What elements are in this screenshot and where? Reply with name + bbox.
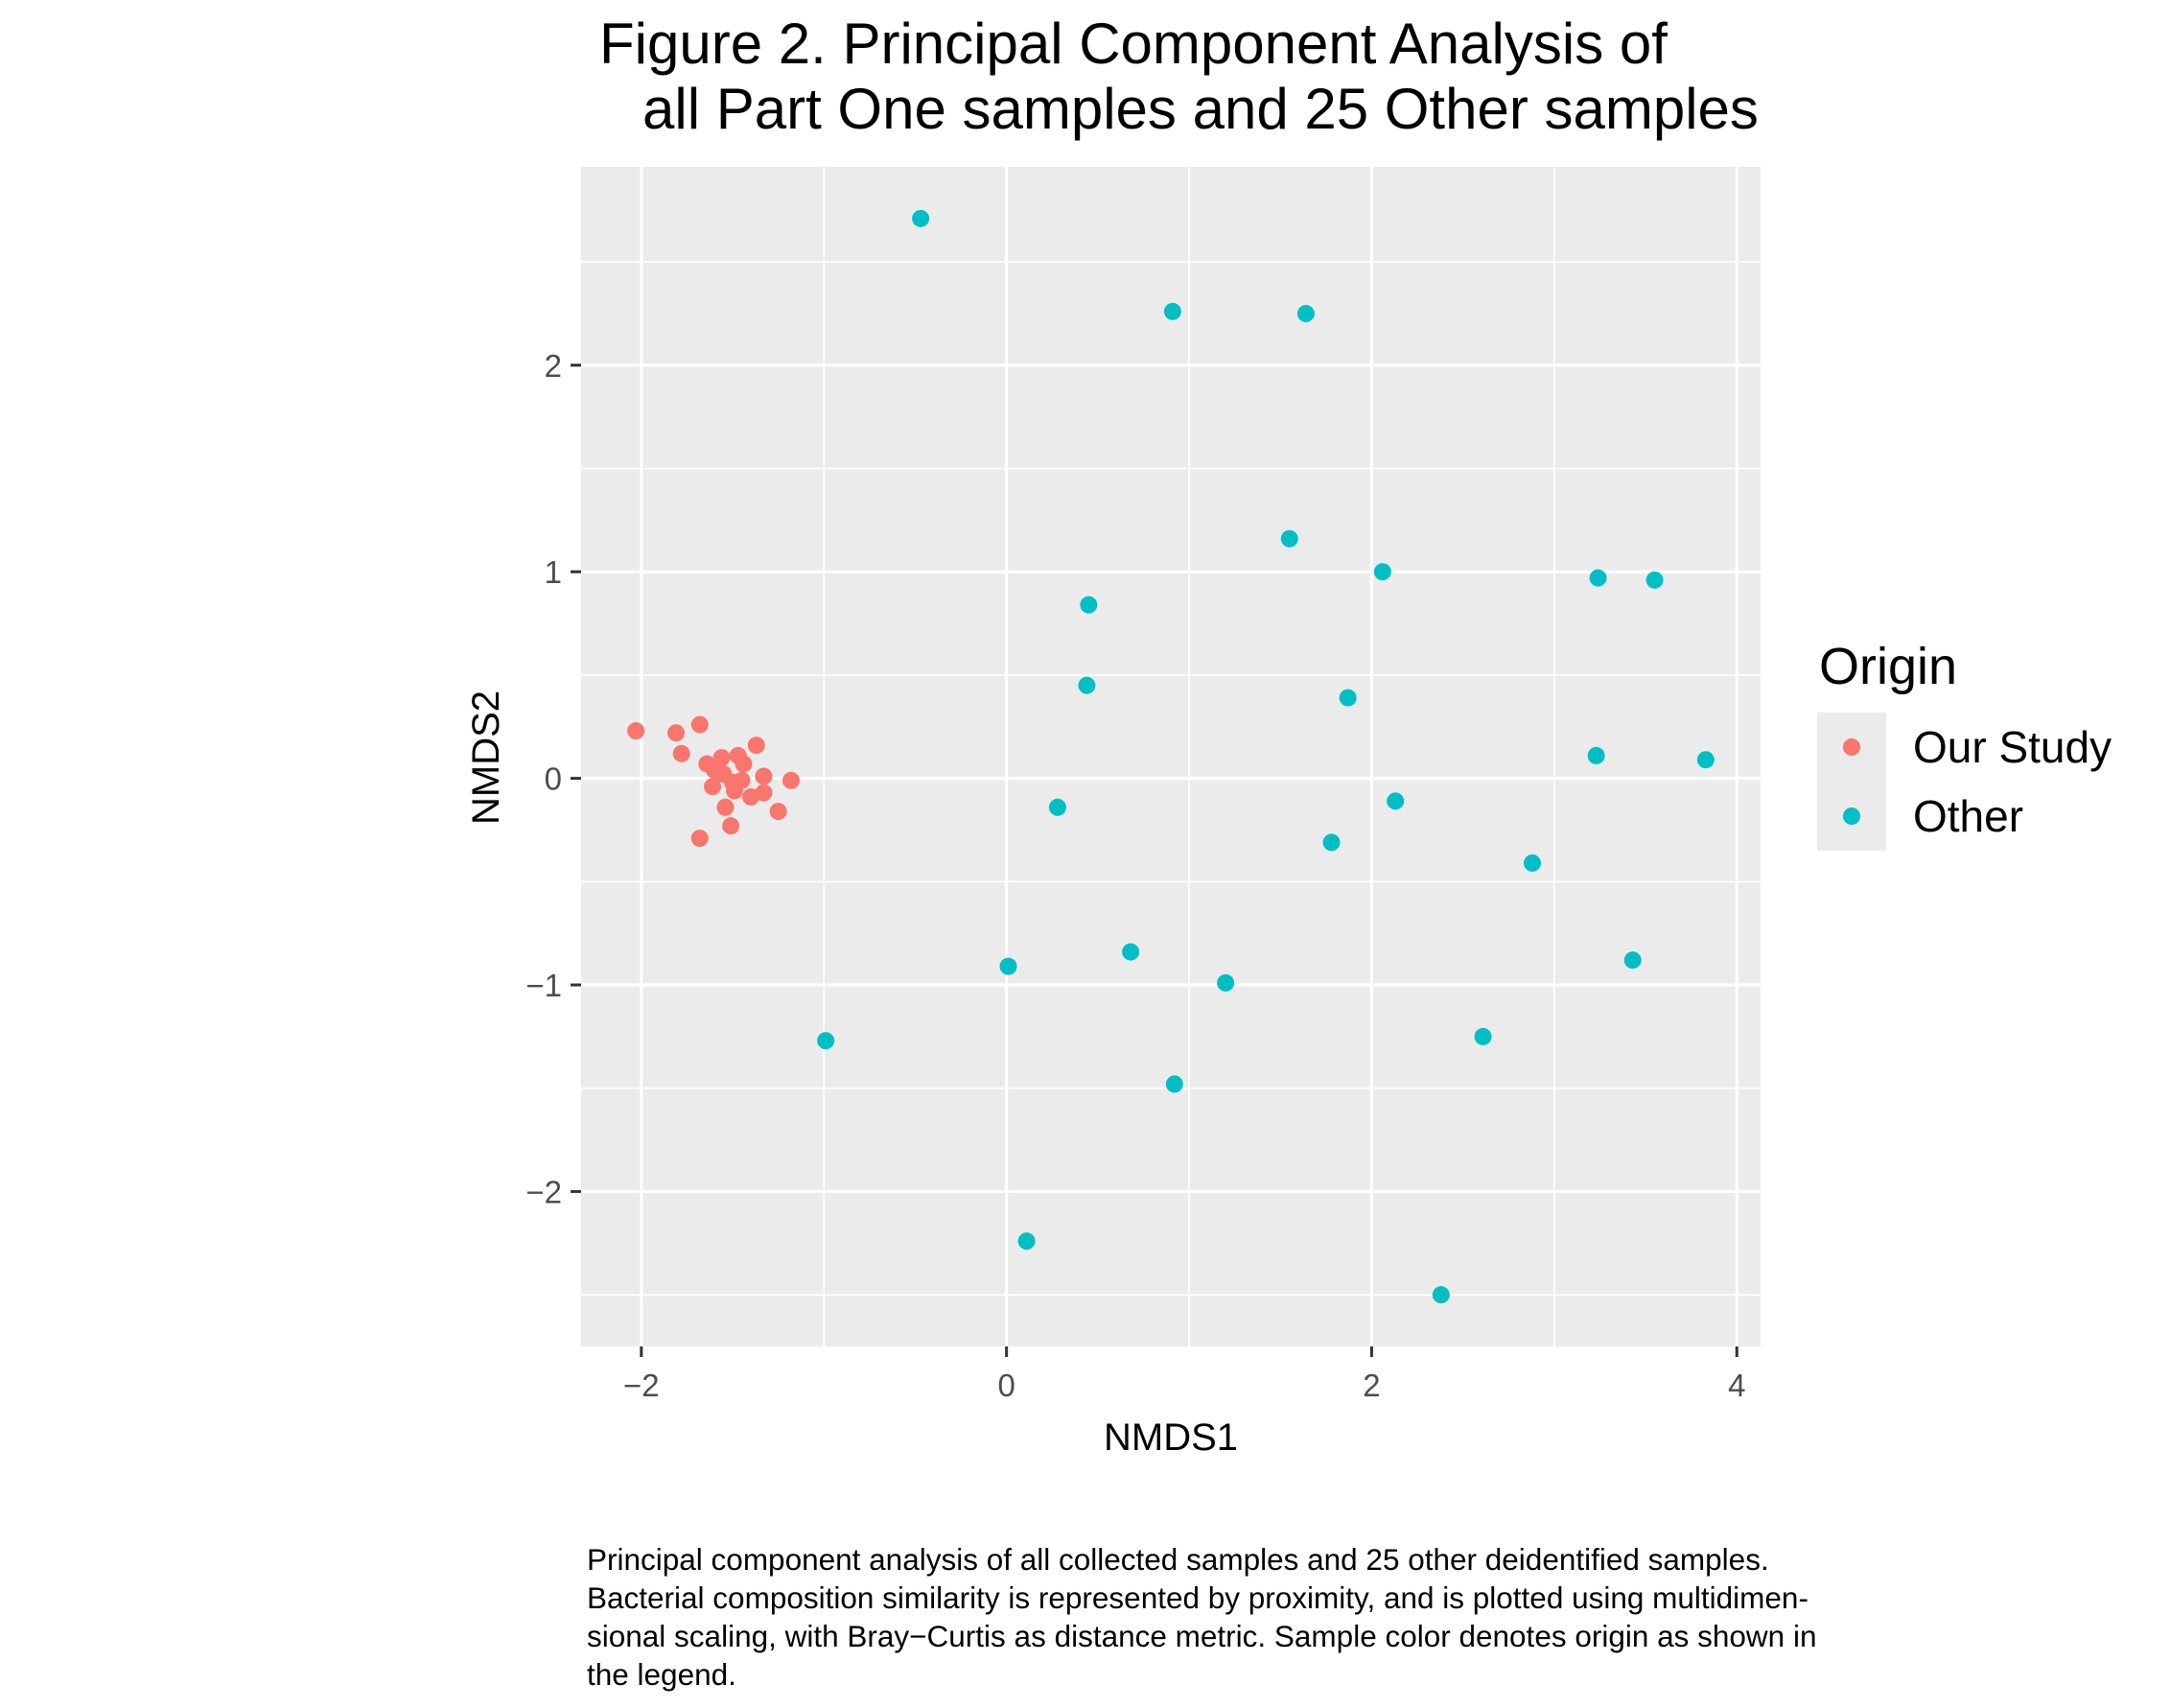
x-tick-label: 2: [1363, 1368, 1380, 1403]
caption-line: Bacterial composition similarity is repr…: [587, 1580, 1808, 1615]
data-point-our-study: [755, 784, 773, 802]
legend-dot-other: [1843, 807, 1860, 825]
data-point-other: [1322, 833, 1341, 852]
data-point-our-study: [782, 771, 800, 789]
minor-gridlines: [581, 167, 1761, 1346]
data-point-our-study: [755, 767, 773, 785]
legend-entry-other: Other: [1817, 782, 2143, 851]
data-point-other: [1122, 943, 1140, 961]
data-point-our-study: [690, 715, 709, 734]
data-point-other: [1696, 751, 1715, 769]
data-point-our-study: [690, 830, 709, 848]
legend-title: Origin: [1819, 638, 1958, 695]
legend-label-other: Other: [1913, 791, 2024, 841]
data-point-other: [1623, 951, 1642, 970]
y-tick-label: −1: [525, 968, 562, 1003]
y-tick-label: 2: [545, 348, 562, 384]
data-point-other: [1474, 1027, 1492, 1045]
figure-title-line-2: all Part One samples and 25 Other sample…: [642, 77, 1759, 141]
data-point-other: [1339, 689, 1357, 707]
data-point-our-study: [735, 755, 753, 773]
data-point-other: [1523, 854, 1541, 872]
caption-line: Principal component analysis of all coll…: [587, 1542, 1769, 1577]
data-point-our-study: [672, 744, 690, 762]
x-tick-label: 0: [997, 1368, 1015, 1403]
data-point-other: [1217, 973, 1235, 992]
data-point-our-study: [725, 782, 743, 800]
axes: −2 0 2 4 −2 −1 0 1 2: [525, 348, 1745, 1403]
y-tick-label: −2: [525, 1174, 562, 1209]
data-point-other: [1589, 569, 1607, 587]
data-point-other: [1373, 563, 1391, 581]
legend-dot-our-study: [1843, 738, 1860, 756]
y-tick-label: 0: [545, 761, 562, 797]
caption-line: sional scaling, with Bray−Curtis as dist…: [587, 1619, 1817, 1653]
data-point-other: [999, 957, 1017, 975]
y-axis-label: NMDS2: [465, 690, 507, 825]
data-point-other: [1080, 596, 1098, 614]
plot-panel: [581, 167, 1761, 1346]
data-point-our-study: [627, 722, 645, 740]
major-gridlines: [581, 167, 1761, 1346]
data-point-other: [1432, 1286, 1450, 1304]
data-point-other: [1017, 1232, 1036, 1251]
caption-line: the legend.: [587, 1657, 736, 1692]
data-points: [627, 209, 1715, 1304]
data-point-other: [1078, 676, 1096, 694]
data-point-our-study: [716, 798, 735, 816]
figure-title-line-1: Figure 2. Principal Component Analysis o…: [599, 12, 1668, 76]
data-point-our-study: [667, 724, 686, 742]
data-point-other: [1048, 798, 1066, 816]
legend: Origin Our Study Other: [1817, 638, 2143, 851]
data-point-other: [1387, 792, 1405, 810]
data-point-other: [1165, 1075, 1183, 1093]
data-point-our-study: [704, 778, 722, 796]
legend-key: [1817, 713, 1886, 782]
y-tick-label: 1: [545, 554, 562, 590]
data-point-other: [1587, 746, 1605, 764]
legend-label-our-study: Our Study: [1913, 722, 2112, 772]
figure-caption: Principal component analysis of all coll…: [587, 1540, 2064, 1694]
x-axis-label: NMDS1: [1104, 1416, 1238, 1459]
data-point-other: [1280, 529, 1298, 548]
legend-entry-our-study: Our Study: [1817, 713, 2143, 782]
data-point-our-study: [769, 803, 787, 821]
data-point-our-study: [722, 817, 740, 835]
x-tick-label: 4: [1728, 1368, 1745, 1403]
data-point-other: [912, 209, 930, 227]
data-point-other: [1296, 304, 1315, 322]
x-tick-label: −2: [623, 1368, 660, 1403]
data-point-other: [1645, 571, 1664, 589]
data-point-other: [817, 1032, 835, 1050]
data-point-our-study: [747, 737, 765, 755]
data-point-other: [1163, 302, 1181, 320]
legend-key: [1817, 782, 1886, 851]
